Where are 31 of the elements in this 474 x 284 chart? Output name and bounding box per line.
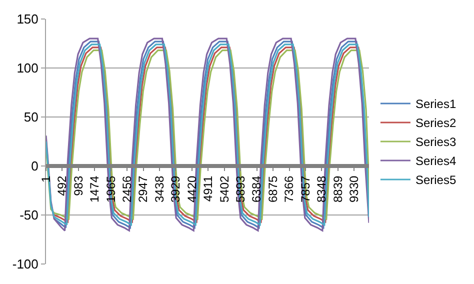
x-tick-label: 7366	[282, 175, 296, 203]
x-tick-label: 3438	[152, 175, 166, 203]
legend-label: Series2	[415, 116, 456, 130]
x-tick-label: 2947	[136, 175, 150, 203]
x-tick-label: 2456	[120, 175, 134, 203]
x-tick-label: 1474	[88, 175, 102, 203]
x-tick-label: 5402	[217, 175, 232, 203]
x-tick-label: 8348	[314, 175, 329, 203]
y-tick-label: -50	[20, 208, 38, 223]
legend-label: Series4	[415, 154, 456, 168]
x-tick-label: 3929	[168, 175, 183, 203]
x-tick-label: 1	[38, 175, 53, 182]
legend-label: Series3	[415, 135, 456, 150]
y-tick-label: 100	[16, 60, 38, 76]
legend-label: Series5	[415, 173, 456, 188]
y-tick-label: 150	[16, 12, 38, 27]
x-tick-label: 4911	[201, 175, 216, 202]
legend-label: Series1	[415, 97, 456, 112]
x-tick-label: 9330	[347, 175, 362, 203]
x-tick-label: 983	[71, 175, 86, 196]
y-tick-label: 0	[31, 158, 38, 174]
x-tick-label: 6384	[250, 175, 264, 203]
x-tick-label: 492	[55, 175, 70, 196]
x-tick-label: 6875	[266, 175, 280, 203]
y-tick-label: -100	[12, 256, 38, 272]
x-tick-label: 1965	[104, 175, 118, 203]
x-tick-label: 7857	[298, 175, 312, 203]
x-tick-label: 4420	[184, 175, 199, 203]
x-tick-label: 8839	[330, 175, 345, 203]
y-tick-label: 50	[24, 110, 38, 125]
x-tick-label: 5893	[234, 175, 248, 203]
